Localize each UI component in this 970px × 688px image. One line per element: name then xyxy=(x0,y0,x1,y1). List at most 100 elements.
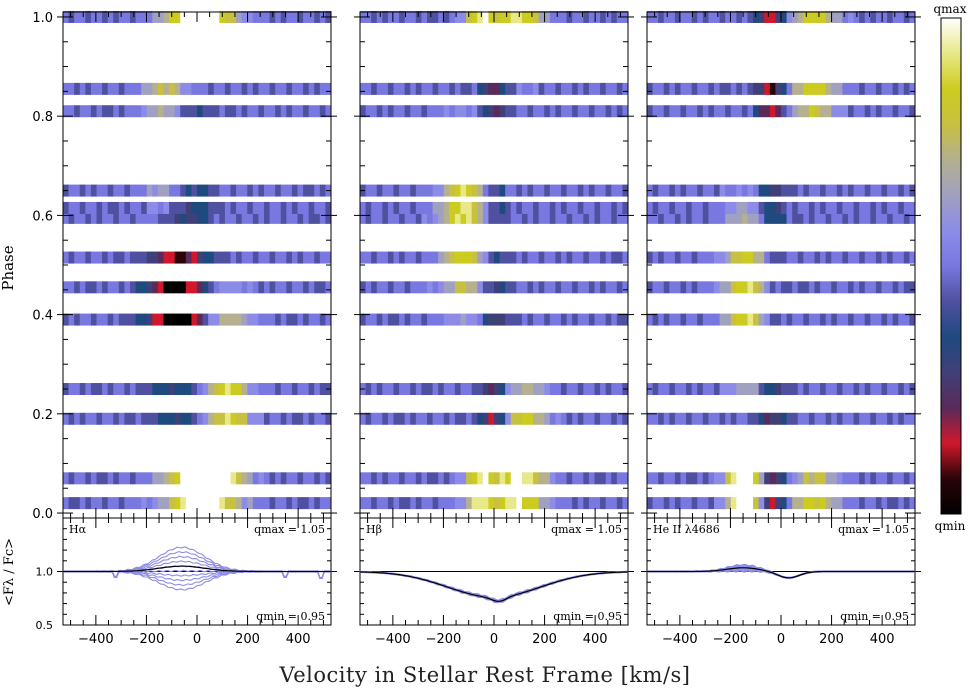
heatmap-cell xyxy=(443,313,450,326)
heatmap-cell xyxy=(280,82,287,95)
heatmap-cell xyxy=(174,82,181,95)
heatmap-cell xyxy=(674,105,681,118)
heatmap-cell xyxy=(697,251,704,264)
qmin-label: qmin = 0.95 xyxy=(256,610,325,623)
heatmap-cell xyxy=(264,383,270,396)
heatmap-cell xyxy=(521,201,528,214)
heatmap-cell xyxy=(213,313,220,326)
heatmap-cell xyxy=(600,313,607,326)
heatmap-cell xyxy=(875,313,882,326)
heatmap-cell xyxy=(185,10,192,23)
heatmap-cell xyxy=(820,472,827,485)
heatmap-cell xyxy=(415,281,422,294)
heatmap-cell xyxy=(892,497,899,510)
heatmap-cell xyxy=(387,211,394,224)
heatmap-cell xyxy=(544,472,551,485)
heatmap-cell xyxy=(410,82,417,95)
heatmap-cell xyxy=(808,281,815,294)
heatmap-cell xyxy=(96,497,103,510)
heatmap-cell xyxy=(611,201,618,214)
heatmap-cell xyxy=(747,313,754,326)
heatmap-cell xyxy=(836,201,843,214)
heatmap-cell xyxy=(219,82,226,95)
heatmap-cell xyxy=(113,82,120,95)
heatmap-cell xyxy=(499,313,506,326)
heatmap-cell xyxy=(714,383,720,396)
heatmap-cell xyxy=(725,497,732,510)
heatmap-cell xyxy=(658,497,665,510)
heatmap-cell xyxy=(303,313,310,326)
heatmap-cell xyxy=(141,383,148,396)
x-tick-label: −400 xyxy=(662,632,698,647)
heatmap-cell xyxy=(275,10,282,23)
heatmap-cell xyxy=(135,201,142,214)
heatmap-cell xyxy=(848,82,854,95)
heatmap-cell xyxy=(663,251,670,264)
heatmap-cell xyxy=(213,251,220,264)
heatmap-cell xyxy=(516,105,523,118)
heatmap-cell xyxy=(185,251,192,264)
heatmap-cell xyxy=(527,82,534,95)
heatmap-cell xyxy=(686,211,693,224)
heatmap-cell xyxy=(130,497,136,510)
heatmap-cell xyxy=(202,412,209,425)
heatmap-cell xyxy=(691,201,698,214)
heatmap-cell xyxy=(786,251,793,264)
heatmap-cell xyxy=(482,10,489,23)
heatmap-cell xyxy=(605,201,612,214)
heatmap-cell xyxy=(325,201,332,214)
heatmap-cell xyxy=(68,201,75,214)
heatmap-cell xyxy=(146,105,153,118)
heatmap-cell xyxy=(686,313,693,326)
heatmap-cell xyxy=(533,82,540,95)
heatmap-cell xyxy=(808,472,815,485)
heatmap-cell xyxy=(135,313,142,326)
phase-strip xyxy=(360,383,629,396)
heatmap-cell xyxy=(736,211,743,224)
heatmap-cell xyxy=(269,383,276,396)
heatmap-cell xyxy=(102,251,109,264)
heatmap-cell xyxy=(825,251,832,264)
heatmap-cell xyxy=(482,211,489,224)
heatmap-cell xyxy=(797,201,804,214)
heatmap-cell xyxy=(764,472,771,485)
heatmap-cell xyxy=(697,201,704,214)
heatmap-cell xyxy=(163,281,170,294)
phase-strip xyxy=(647,184,916,197)
heatmap-cell xyxy=(747,201,754,214)
heatmap-cell xyxy=(314,313,321,326)
heatmap-cell xyxy=(538,497,545,510)
heatmap-cell xyxy=(247,497,254,510)
heatmap-cell xyxy=(141,412,148,425)
heatmap-cell xyxy=(527,184,534,197)
heatmap-cell xyxy=(404,105,411,118)
heatmap-cell xyxy=(118,281,125,294)
heatmap-cell xyxy=(775,497,782,510)
heatmap-cell xyxy=(836,472,843,485)
heatmap-cell xyxy=(460,10,467,23)
heatmap-cell xyxy=(297,105,304,118)
heatmap-cell xyxy=(741,412,748,425)
heatmap-cell xyxy=(611,497,618,510)
heatmap-cell xyxy=(792,82,799,95)
heatmap-cell xyxy=(488,184,495,197)
heatmap-cell xyxy=(382,497,389,510)
heatmap-cell xyxy=(308,251,315,264)
phase-strip xyxy=(63,251,332,264)
heatmap-cell xyxy=(460,82,467,95)
heatmap-cell xyxy=(853,497,860,510)
heatmap-cell xyxy=(702,497,709,510)
heatmap-cell xyxy=(96,472,103,485)
heatmap-cell xyxy=(792,10,799,23)
heatmap-cell xyxy=(669,201,676,214)
heatmap-cell xyxy=(697,383,704,396)
heatmap-cell xyxy=(404,251,411,264)
heatmap-cell xyxy=(466,105,473,118)
heatmap-cell xyxy=(730,211,737,224)
heatmap-cell xyxy=(708,201,715,214)
heatmap-cell xyxy=(482,313,489,326)
heatmap-cell xyxy=(449,201,456,214)
heatmap-cell xyxy=(241,383,248,396)
heatmap-cell xyxy=(454,10,461,23)
